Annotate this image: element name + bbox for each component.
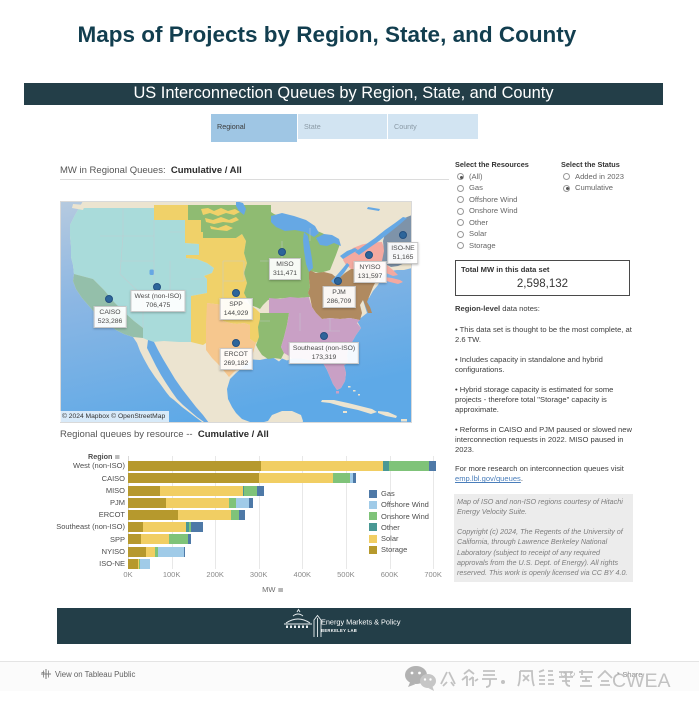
svg-text:Energy Markets & Policy: Energy Markets & Policy xyxy=(321,618,401,627)
svg-text:BERKELEY LAB: BERKELEY LAB xyxy=(321,628,357,633)
svg-text:CWEA: CWEA xyxy=(612,670,671,692)
